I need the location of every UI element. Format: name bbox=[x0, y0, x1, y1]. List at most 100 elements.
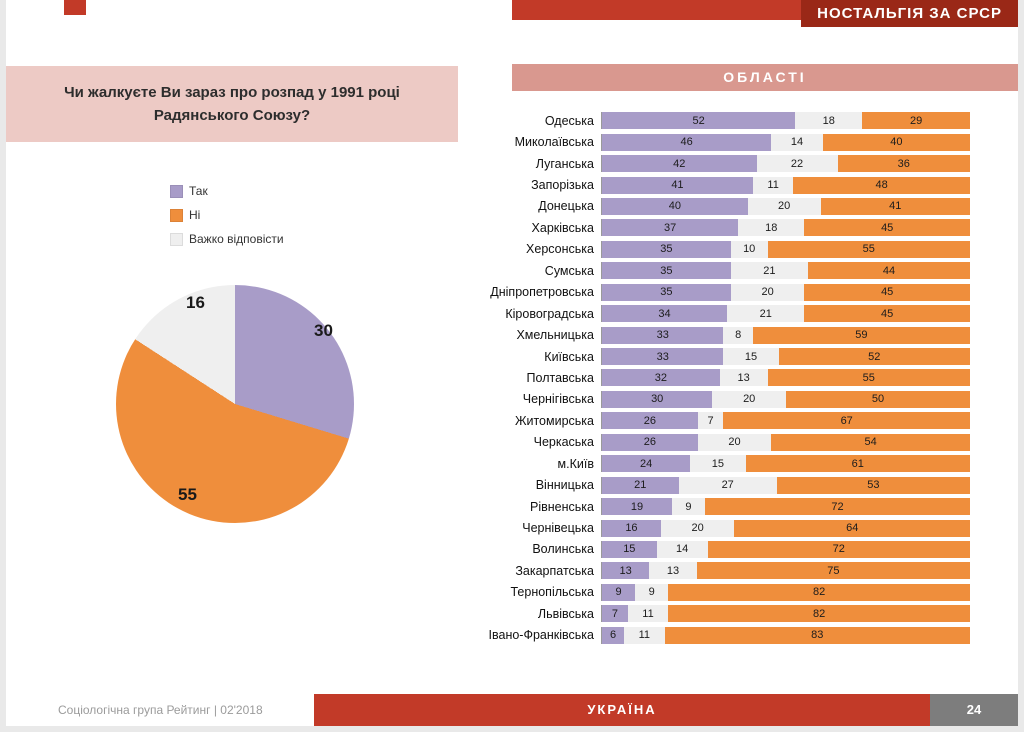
bar-segment-yes: 35 bbox=[602, 240, 731, 258]
bar-track: 35 20 45 bbox=[601, 283, 970, 301]
bar-segment-hard: 18 bbox=[738, 219, 805, 237]
bar-row: Запорізька 41 11 48 bbox=[470, 174, 970, 195]
footer-page-number: 24 bbox=[930, 694, 1018, 726]
pie-value-no: 55 bbox=[178, 485, 197, 504]
legend-swatch-no bbox=[170, 208, 183, 222]
bar-segment-hard: 8 bbox=[723, 326, 753, 344]
slide: НОСТАЛЬГІЯ ЗА СРСР Чи жалкуєте Ви зараз … bbox=[6, 0, 1018, 726]
region-label: Чернігівська bbox=[522, 392, 594, 407]
bar-track: 34 21 45 bbox=[601, 305, 970, 323]
bar-segment-no: 55 bbox=[767, 369, 970, 387]
region-label: Волинська bbox=[532, 542, 594, 557]
region-label: Херсонська bbox=[526, 242, 594, 257]
bar-segment-no: 82 bbox=[668, 605, 970, 623]
bar-segment-no: 67 bbox=[723, 412, 970, 430]
bar-segment-no: 55 bbox=[767, 240, 970, 258]
bar-row: Харківська 37 18 45 bbox=[470, 217, 970, 238]
bar-segment-no: 50 bbox=[785, 390, 970, 408]
region-label: Черкаська bbox=[533, 435, 594, 450]
bar-row: Київська 33 15 52 bbox=[470, 346, 970, 367]
bar-segment-no: 72 bbox=[707, 540, 970, 558]
bar-row: Херсонська 35 10 55 bbox=[470, 239, 970, 260]
legend-label-hard: Важко відповісти bbox=[189, 232, 284, 246]
bar-segment-no: 64 bbox=[734, 519, 970, 537]
bar-segment-hard: 20 bbox=[730, 283, 805, 301]
bar-track: 33 8 59 bbox=[601, 326, 970, 344]
bar-segment-hard: 14 bbox=[771, 133, 823, 151]
bar-row: Івано-Франківська 6 11 83 bbox=[470, 625, 970, 646]
regions-bar-chart: Одеська 52 18 29 Миколаївська 46 14 40 Луганська… bbox=[470, 110, 970, 646]
region-label: Кіровоградська bbox=[505, 306, 594, 321]
bar-segment-yes: 32 bbox=[602, 369, 720, 387]
bar-segment-yes: 46 bbox=[602, 133, 772, 151]
region-label: Тернопільська bbox=[510, 585, 594, 600]
bar-segment-yes: 41 bbox=[602, 176, 753, 194]
bar-track: 9 9 82 bbox=[601, 583, 970, 601]
question-text: Чи жалкуєте Ви зараз про розпад у 1991 р… bbox=[64, 83, 400, 124]
bar-segment-no: 75 bbox=[696, 562, 970, 580]
bar-segment-no: 41 bbox=[820, 197, 970, 215]
bar-track: 35 21 44 bbox=[601, 262, 970, 280]
region-label: Полтавська bbox=[526, 370, 594, 385]
bar-segment-yes: 7 bbox=[602, 605, 628, 623]
region-label: Миколаївська bbox=[514, 135, 594, 150]
bar-row: Закарпатська 13 13 75 bbox=[470, 560, 970, 581]
bar-track: 13 13 75 bbox=[601, 562, 970, 580]
region-label: м.Київ bbox=[557, 456, 594, 471]
bar-row: Донецька 40 20 41 bbox=[470, 196, 970, 217]
bar-track: 30 20 50 bbox=[601, 390, 970, 408]
legend-item-yes: Так bbox=[170, 184, 284, 198]
bar-segment-yes: 21 bbox=[602, 476, 679, 494]
bar-segment-hard: 11 bbox=[752, 176, 794, 194]
bar-segment-no: 53 bbox=[776, 476, 970, 494]
bar-segment-hard: 22 bbox=[756, 155, 838, 173]
bar-segment-yes: 35 bbox=[602, 283, 731, 301]
footer-source: Соціологічна група Рейтинг | 02'2018 bbox=[58, 703, 263, 717]
bar-segment-yes: 33 bbox=[602, 348, 724, 366]
bar-segment-yes: 35 bbox=[602, 262, 731, 280]
bar-segment-yes: 15 bbox=[602, 540, 657, 558]
bar-track: 15 14 72 bbox=[601, 540, 970, 558]
bar-row: Черкаська 26 20 54 bbox=[470, 432, 970, 453]
bar-track: 33 15 52 bbox=[601, 348, 970, 366]
bar-segment-hard: 11 bbox=[624, 626, 665, 644]
bar-track: 41 11 48 bbox=[601, 176, 970, 194]
bar-track: 6 11 83 bbox=[601, 626, 970, 644]
footer-country-banner: УКРАЇНА bbox=[314, 694, 930, 726]
pie-chart-wrap: 30 55 16 bbox=[116, 285, 354, 523]
bar-track: 26 20 54 bbox=[601, 433, 970, 451]
bar-segment-hard: 21 bbox=[730, 262, 809, 280]
bar-row: Рівненська 19 9 72 bbox=[470, 496, 970, 517]
bar-segment-no: 45 bbox=[804, 283, 970, 301]
bar-segment-hard: 15 bbox=[723, 348, 779, 366]
bar-track: 24 15 61 bbox=[601, 455, 970, 473]
bar-row: Дніпропетровська 35 20 45 bbox=[470, 282, 970, 303]
bar-row: Кіровоградська 34 21 45 bbox=[470, 303, 970, 324]
bar-track: 52 18 29 bbox=[601, 112, 970, 130]
bar-segment-no: 52 bbox=[778, 348, 970, 366]
bar-segment-yes: 40 bbox=[602, 197, 748, 215]
bar-segment-hard: 7 bbox=[697, 412, 724, 430]
bar-segment-no: 29 bbox=[862, 112, 970, 130]
bar-segment-yes: 30 bbox=[602, 390, 713, 408]
bar-segment-yes: 16 bbox=[602, 519, 661, 537]
bar-segment-hard: 27 bbox=[678, 476, 777, 494]
bar-segment-yes: 33 bbox=[602, 326, 724, 344]
legend-swatch-yes bbox=[170, 184, 183, 198]
region-label: Київська bbox=[544, 349, 594, 364]
bar-segment-yes: 42 bbox=[602, 155, 757, 173]
bar-segment-no: 45 bbox=[804, 219, 970, 237]
region-label: Сумська bbox=[544, 263, 594, 278]
bar-segment-no: 44 bbox=[808, 262, 970, 280]
bar-row: Львівська 7 11 82 bbox=[470, 603, 970, 624]
bar-segment-no: 59 bbox=[752, 326, 970, 344]
region-label: Івано-Франківська bbox=[488, 628, 594, 643]
bar-segment-yes: 26 bbox=[602, 412, 698, 430]
bar-segment-no: 36 bbox=[837, 155, 970, 173]
footer: Соціологічна група Рейтинг | 02'2018 УКР… bbox=[6, 694, 1018, 726]
region-label: Одеська bbox=[544, 113, 594, 128]
region-label: Запорізька bbox=[531, 178, 594, 193]
question-box: Чи жалкуєте Ви зараз про розпад у 1991 р… bbox=[6, 66, 458, 142]
bar-track: 42 22 36 bbox=[601, 155, 970, 173]
bar-segment-hard: 20 bbox=[712, 390, 786, 408]
